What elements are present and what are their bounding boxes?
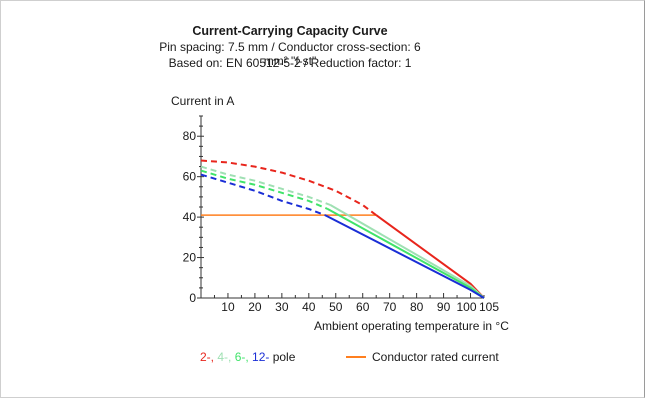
chart-title: Current-Carrying Capacity Curve bbox=[192, 24, 388, 38]
series-6-dashed-line bbox=[200, 169, 329, 210]
x-tick-label: 90 bbox=[437, 300, 451, 314]
x-tick-label: 40 bbox=[302, 300, 316, 314]
x-tick-label: 50 bbox=[329, 300, 343, 314]
x-tick-label: 105 bbox=[479, 300, 499, 314]
x-axis-label: Ambient operating temperature in °C bbox=[314, 319, 509, 333]
x-tick-label: 10 bbox=[221, 300, 235, 314]
y-tick-label: 20 bbox=[183, 251, 197, 265]
y-tick-label: 60 bbox=[183, 170, 197, 184]
legend-pole-entry: 2-, 4-, 6-, 12- pole bbox=[200, 350, 295, 364]
legend-pole-2: 2- bbox=[200, 350, 211, 364]
chart-subtitle-line-1: Pin spacing: 7.5 mm / Conductor cross-se… bbox=[159, 40, 421, 68]
series-4-dashed-line bbox=[200, 165, 331, 206]
legend-separator: , bbox=[210, 350, 218, 364]
legend-separator: , bbox=[228, 350, 235, 364]
chart-subtitle-line-2: Based on: EN 60512-5-2 / Reduction facto… bbox=[168, 56, 412, 70]
x-tick-label: 20 bbox=[248, 300, 262, 314]
x-tick-label: 100 bbox=[457, 300, 477, 314]
legend-pole-suffix: pole bbox=[269, 350, 296, 364]
legend-separator: , bbox=[245, 350, 253, 364]
legend-pole-4: 4- bbox=[217, 350, 229, 364]
x-tick-label: 80 bbox=[410, 300, 424, 314]
series-12-dashed-line bbox=[200, 173, 326, 217]
y-tick-label: 0 bbox=[189, 291, 196, 305]
x-tick-label: 70 bbox=[383, 300, 397, 314]
y-tick-label: 80 bbox=[183, 129, 197, 143]
y-tick-label: 40 bbox=[183, 210, 197, 224]
x-tick-label: 60 bbox=[356, 300, 370, 314]
y-axis-label: Current in A bbox=[171, 94, 235, 108]
series-2-dashed-line bbox=[200, 159, 377, 216]
legend-pole-6: 6- bbox=[234, 350, 246, 364]
legend-conductor-swatch bbox=[346, 356, 366, 358]
x-tick-label: 30 bbox=[275, 300, 289, 314]
legend-conductor-label: Conductor rated current bbox=[372, 350, 499, 364]
series-12-solid-line bbox=[324, 214, 485, 299]
legend-pole-12: 12- bbox=[252, 350, 270, 364]
